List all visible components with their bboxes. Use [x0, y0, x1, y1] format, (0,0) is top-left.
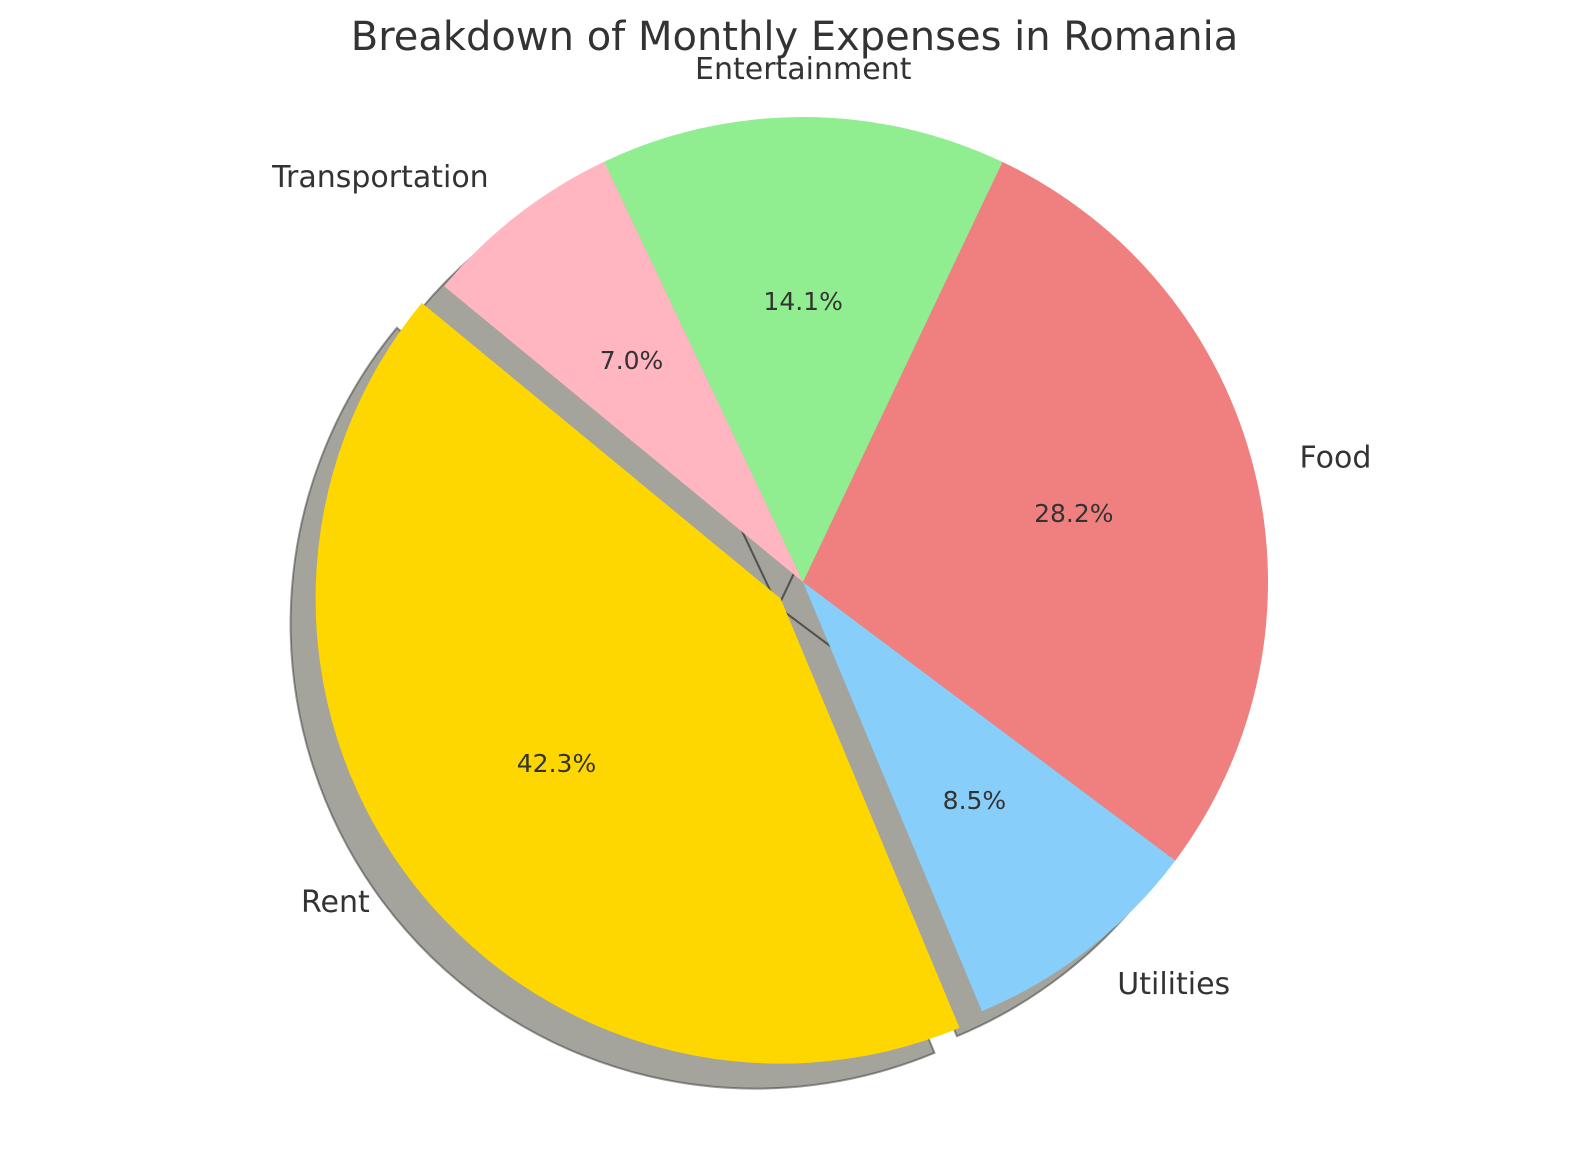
category-label: Food — [1300, 441, 1372, 476]
percent-label: 7.0% — [600, 346, 664, 375]
slice-transportation — [444, 161, 803, 582]
percent-label: 42.3% — [517, 749, 596, 778]
category-label: Utilities — [1117, 967, 1230, 1002]
category-label: Transportation — [271, 160, 489, 195]
slice-food — [803, 161, 1268, 861]
percent-label: 28.2% — [1034, 499, 1113, 528]
percent-label: 14.1% — [763, 287, 842, 316]
category-label: Rent — [301, 885, 370, 920]
slice-rent — [315, 302, 960, 1064]
slice-entertainment — [604, 116, 1003, 582]
category-label: Entertainment — [695, 52, 912, 87]
percent-label: 8.5% — [943, 786, 1007, 815]
chart-title: Breakdown of Monthly Expenses in Romania — [350, 14, 1239, 60]
slice-utilities — [803, 582, 1176, 1012]
